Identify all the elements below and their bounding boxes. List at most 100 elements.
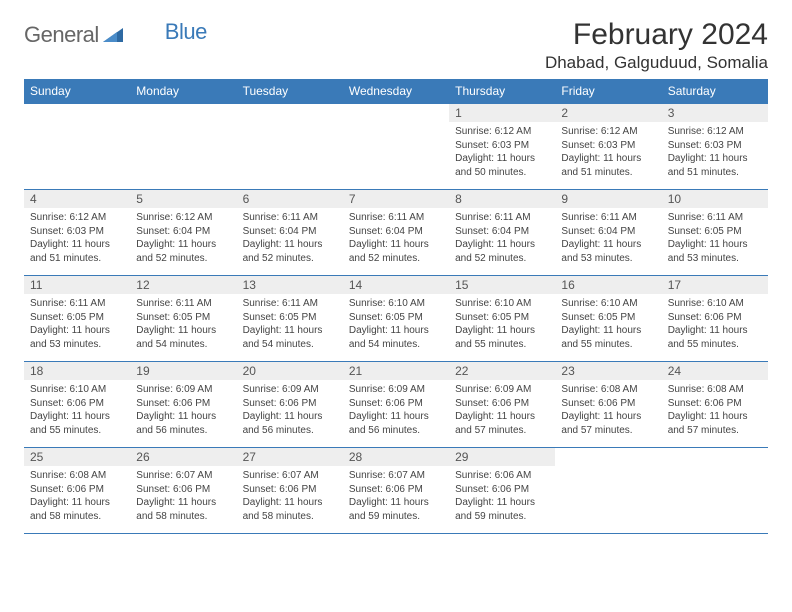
sunrise-line: Sunrise: 6:12 AM xyxy=(136,211,230,225)
day-body: Sunrise: 6:11 AMSunset: 6:05 PMDaylight:… xyxy=(130,294,236,355)
month-title: February 2024 xyxy=(545,18,768,51)
day-number: 17 xyxy=(662,276,768,294)
sunset-line: Sunset: 6:04 PM xyxy=(561,225,655,239)
calendar-cell: 25Sunrise: 6:08 AMSunset: 6:06 PMDayligh… xyxy=(24,448,130,534)
day-number: 1 xyxy=(449,104,555,122)
day-body: Sunrise: 6:12 AMSunset: 6:03 PMDaylight:… xyxy=(555,122,661,183)
calendar-cell: 17Sunrise: 6:10 AMSunset: 6:06 PMDayligh… xyxy=(662,276,768,362)
calendar-cell: 4Sunrise: 6:12 AMSunset: 6:03 PMDaylight… xyxy=(24,190,130,276)
day-body: Sunrise: 6:08 AMSunset: 6:06 PMDaylight:… xyxy=(24,466,130,527)
calendar-cell: 9Sunrise: 6:11 AMSunset: 6:04 PMDaylight… xyxy=(555,190,661,276)
sunset-line: Sunset: 6:06 PM xyxy=(349,483,443,497)
sunset-line: Sunset: 6:06 PM xyxy=(243,483,337,497)
calendar-cell: 6Sunrise: 6:11 AMSunset: 6:04 PMDaylight… xyxy=(237,190,343,276)
day-body: Sunrise: 6:12 AMSunset: 6:04 PMDaylight:… xyxy=(130,208,236,269)
day-number: 10 xyxy=(662,190,768,208)
day-body: Sunrise: 6:10 AMSunset: 6:06 PMDaylight:… xyxy=(662,294,768,355)
sunset-line: Sunset: 6:06 PM xyxy=(561,397,655,411)
day-number: 25 xyxy=(24,448,130,466)
calendar-cell: . xyxy=(343,104,449,190)
daylight-line-2: and 56 minutes. xyxy=(243,424,337,438)
daylight-line-1: Daylight: 11 hours xyxy=(668,324,762,338)
day-number: 19 xyxy=(130,362,236,380)
day-number: 13 xyxy=(237,276,343,294)
calendar-cell: 27Sunrise: 6:07 AMSunset: 6:06 PMDayligh… xyxy=(237,448,343,534)
day-number: 29 xyxy=(449,448,555,466)
daylight-line-2: and 51 minutes. xyxy=(561,166,655,180)
day-number: 14 xyxy=(343,276,449,294)
daylight-line-1: Daylight: 11 hours xyxy=(136,496,230,510)
sunset-line: Sunset: 6:03 PM xyxy=(455,139,549,153)
sunset-line: Sunset: 6:04 PM xyxy=(136,225,230,239)
sunset-line: Sunset: 6:04 PM xyxy=(243,225,337,239)
calendar-cell: 16Sunrise: 6:10 AMSunset: 6:05 PMDayligh… xyxy=(555,276,661,362)
brand-logo: General Blue xyxy=(24,18,207,48)
day-body: Sunrise: 6:09 AMSunset: 6:06 PMDaylight:… xyxy=(130,380,236,441)
sunrise-line: Sunrise: 6:07 AM xyxy=(243,469,337,483)
daylight-line-2: and 53 minutes. xyxy=(30,338,124,352)
day-number: 2 xyxy=(555,104,661,122)
daylight-line-2: and 59 minutes. xyxy=(349,510,443,524)
daylight-line-1: Daylight: 11 hours xyxy=(30,410,124,424)
sunset-line: Sunset: 6:06 PM xyxy=(668,311,762,325)
calendar-cell: 24Sunrise: 6:08 AMSunset: 6:06 PMDayligh… xyxy=(662,362,768,448)
day-number: 3 xyxy=(662,104,768,122)
sunrise-line: Sunrise: 6:12 AM xyxy=(561,125,655,139)
sunset-line: Sunset: 6:03 PM xyxy=(30,225,124,239)
calendar-cell: 15Sunrise: 6:10 AMSunset: 6:05 PMDayligh… xyxy=(449,276,555,362)
daylight-line-2: and 51 minutes. xyxy=(668,166,762,180)
day-body: Sunrise: 6:12 AMSunset: 6:03 PMDaylight:… xyxy=(449,122,555,183)
sunrise-line: Sunrise: 6:07 AM xyxy=(136,469,230,483)
calendar-cell: 18Sunrise: 6:10 AMSunset: 6:06 PMDayligh… xyxy=(24,362,130,448)
daylight-line-1: Daylight: 11 hours xyxy=(349,238,443,252)
sunset-line: Sunset: 6:06 PM xyxy=(243,397,337,411)
sunrise-line: Sunrise: 6:12 AM xyxy=(668,125,762,139)
sunrise-line: Sunrise: 6:08 AM xyxy=(561,383,655,397)
daylight-line-2: and 57 minutes. xyxy=(668,424,762,438)
daylight-line-1: Daylight: 11 hours xyxy=(243,496,337,510)
day-body: Sunrise: 6:10 AMSunset: 6:05 PMDaylight:… xyxy=(343,294,449,355)
title-block: February 2024 Dhabad, Galguduud, Somalia xyxy=(545,18,768,73)
daylight-line-2: and 58 minutes. xyxy=(136,510,230,524)
sunrise-line: Sunrise: 6:11 AM xyxy=(136,297,230,311)
brand-sub: Blue xyxy=(165,19,207,45)
logo-triangle-icon xyxy=(103,24,123,47)
daylight-line-2: and 57 minutes. xyxy=(561,424,655,438)
weekday-header: Thursday xyxy=(449,79,555,104)
sunset-line: Sunset: 6:06 PM xyxy=(455,483,549,497)
day-body: Sunrise: 6:07 AMSunset: 6:06 PMDaylight:… xyxy=(130,466,236,527)
calendar-week: ....1Sunrise: 6:12 AMSunset: 6:03 PMDayl… xyxy=(24,104,768,190)
daylight-line-1: Daylight: 11 hours xyxy=(455,496,549,510)
day-body: Sunrise: 6:08 AMSunset: 6:06 PMDaylight:… xyxy=(662,380,768,441)
sunset-line: Sunset: 6:04 PM xyxy=(349,225,443,239)
day-body: Sunrise: 6:11 AMSunset: 6:04 PMDaylight:… xyxy=(343,208,449,269)
calendar-cell: 26Sunrise: 6:07 AMSunset: 6:06 PMDayligh… xyxy=(130,448,236,534)
day-body: Sunrise: 6:08 AMSunset: 6:06 PMDaylight:… xyxy=(555,380,661,441)
sunrise-line: Sunrise: 6:10 AM xyxy=(349,297,443,311)
day-number: 8 xyxy=(449,190,555,208)
day-body: Sunrise: 6:11 AMSunset: 6:04 PMDaylight:… xyxy=(237,208,343,269)
calendar-cell: 11Sunrise: 6:11 AMSunset: 6:05 PMDayligh… xyxy=(24,276,130,362)
sunrise-line: Sunrise: 6:11 AM xyxy=(30,297,124,311)
daylight-line-1: Daylight: 11 hours xyxy=(455,410,549,424)
daylight-line-1: Daylight: 11 hours xyxy=(349,410,443,424)
day-number: 21 xyxy=(343,362,449,380)
day-body: Sunrise: 6:11 AMSunset: 6:05 PMDaylight:… xyxy=(662,208,768,269)
calendar-cell: 19Sunrise: 6:09 AMSunset: 6:06 PMDayligh… xyxy=(130,362,236,448)
day-number: 22 xyxy=(449,362,555,380)
sunrise-line: Sunrise: 6:09 AM xyxy=(136,383,230,397)
daylight-line-2: and 52 minutes. xyxy=(455,252,549,266)
sunrise-line: Sunrise: 6:10 AM xyxy=(455,297,549,311)
day-body: Sunrise: 6:07 AMSunset: 6:06 PMDaylight:… xyxy=(343,466,449,527)
weekday-header: Friday xyxy=(555,79,661,104)
calendar-cell: 8Sunrise: 6:11 AMSunset: 6:04 PMDaylight… xyxy=(449,190,555,276)
calendar-cell: . xyxy=(555,448,661,534)
sunset-line: Sunset: 6:06 PM xyxy=(668,397,762,411)
daylight-line-1: Daylight: 11 hours xyxy=(136,410,230,424)
sunrise-line: Sunrise: 6:12 AM xyxy=(30,211,124,225)
calendar-cell: 14Sunrise: 6:10 AMSunset: 6:05 PMDayligh… xyxy=(343,276,449,362)
daylight-line-2: and 56 minutes. xyxy=(349,424,443,438)
sunset-line: Sunset: 6:04 PM xyxy=(455,225,549,239)
calendar-cell: 23Sunrise: 6:08 AMSunset: 6:06 PMDayligh… xyxy=(555,362,661,448)
day-body: Sunrise: 6:11 AMSunset: 6:05 PMDaylight:… xyxy=(237,294,343,355)
